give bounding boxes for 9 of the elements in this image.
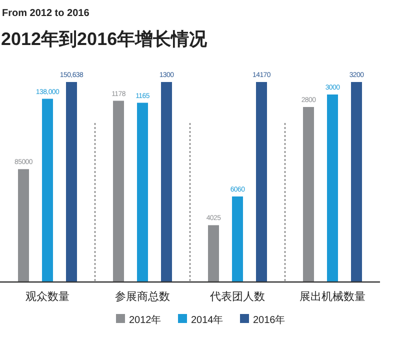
- x-tick-label: 展出机械数量: [300, 290, 366, 303]
- legend-label: 2016年: [253, 314, 286, 326]
- legend-label: 2012年: [129, 314, 162, 326]
- chart-title: 2012年到2016年增长情况: [1, 29, 208, 49]
- x-tick-label: 代表团人数: [209, 290, 265, 303]
- chart-subtitle: From 2012 to 2016: [2, 8, 90, 19]
- legend-label: 2014年: [191, 314, 224, 326]
- x-tick-label: 观众数量: [26, 291, 70, 303]
- x-tick-label: 参展商总数: [115, 290, 170, 303]
